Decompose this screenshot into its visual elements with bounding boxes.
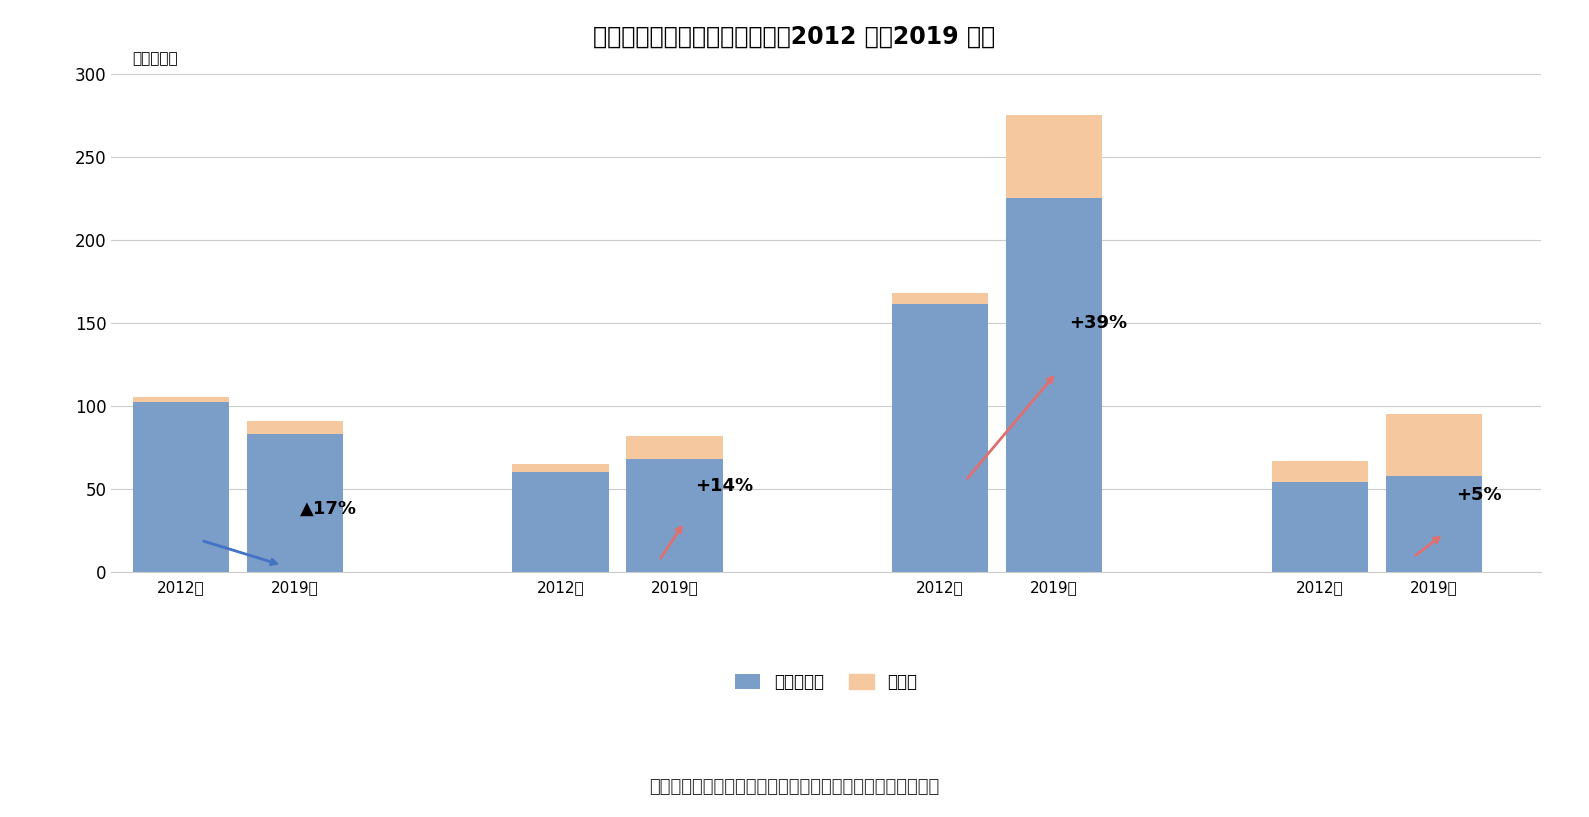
Bar [891, 305, 988, 572]
Legend: 国内旅行者, 訪日客: 国内旅行者, 訪日客 [729, 667, 923, 699]
Text: （資料）観光庁の公表資料を基にニッセイ基礎研究所が作成: （資料）観光庁の公表資料を基にニッセイ基礎研究所が作成 [650, 779, 939, 797]
Bar [133, 398, 229, 403]
Bar [891, 292, 988, 305]
Bar [246, 421, 343, 434]
Bar [1386, 414, 1483, 475]
Text: （百万人）: （百万人） [133, 51, 178, 66]
Text: ▲17%: ▲17% [300, 500, 358, 518]
Bar [1006, 115, 1103, 199]
Bar [626, 459, 723, 572]
Bar [1006, 199, 1103, 572]
Text: 図表６　延べ宿泊者数の増加（2012 年、2019 年）: 図表６ 延べ宿泊者数の増加（2012 年、2019 年） [593, 25, 996, 48]
Bar [512, 472, 609, 572]
Bar [512, 464, 609, 472]
Bar [626, 435, 723, 459]
Bar [1271, 461, 1368, 482]
Bar [133, 403, 229, 572]
Text: +14%: +14% [694, 476, 753, 494]
Bar [1386, 475, 1483, 572]
Text: +39%: +39% [1069, 314, 1127, 332]
Text: +5%: +5% [1457, 486, 1502, 504]
Bar [246, 434, 343, 572]
Bar [1271, 482, 1368, 572]
